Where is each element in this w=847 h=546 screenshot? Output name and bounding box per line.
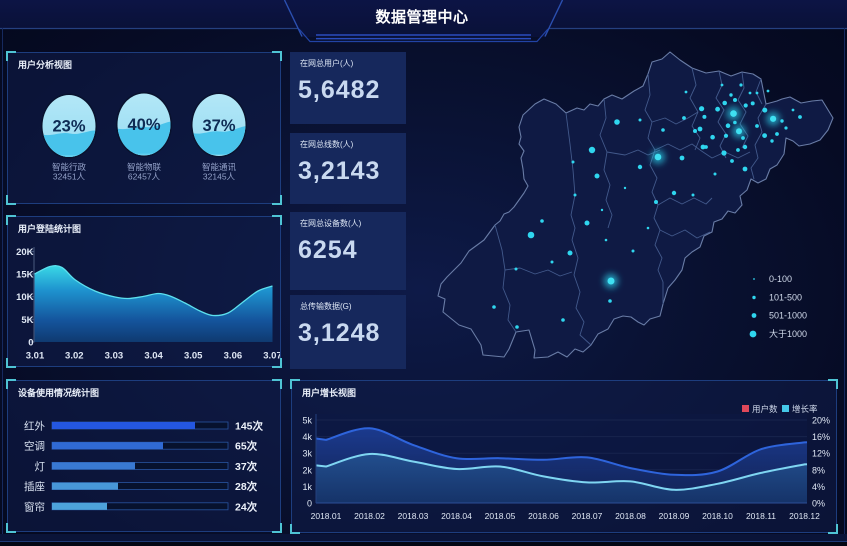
svg-text:2018.02: 2018.02 [354, 511, 385, 521]
svg-text:4k: 4k [302, 432, 312, 442]
svg-text:0: 0 [28, 338, 33, 349]
svg-text:智能通讯: 智能通讯 [202, 162, 237, 172]
svg-text:1k: 1k [302, 482, 312, 492]
svg-text:28次: 28次 [235, 480, 258, 493]
svg-text:0-100: 0-100 [769, 274, 792, 284]
svg-text:灯: 灯 [35, 461, 46, 473]
svg-text:24次: 24次 [235, 500, 258, 513]
svg-text:2018.08: 2018.08 [615, 511, 646, 521]
svg-text:增长率: 增长率 [792, 404, 818, 414]
svg-text:2018.04: 2018.04 [441, 511, 472, 521]
svg-text:空调: 空调 [24, 440, 45, 453]
svg-text:4%: 4% [812, 482, 825, 492]
svg-text:3.04: 3.04 [144, 351, 163, 362]
svg-text:智能物联: 智能物联 [127, 162, 162, 172]
svg-text:大于1000: 大于1000 [769, 328, 807, 339]
svg-text:40%: 40% [127, 116, 160, 134]
svg-text:101-500: 101-500 [769, 293, 802, 303]
svg-text:智能行政: 智能行政 [52, 162, 87, 172]
svg-text:145次: 145次 [235, 420, 264, 433]
svg-text:2018.05: 2018.05 [485, 511, 516, 521]
svg-text:5K: 5K [21, 315, 33, 326]
svg-text:3.05: 3.05 [184, 351, 203, 362]
svg-text:10K: 10K [16, 292, 34, 303]
svg-text:16%: 16% [812, 432, 830, 442]
svg-text:窗帘: 窗帘 [24, 500, 45, 513]
svg-text:8%: 8% [812, 465, 825, 475]
svg-text:65次: 65次 [235, 440, 258, 453]
svg-text:0: 0 [307, 499, 312, 509]
svg-text:62457人: 62457人 [128, 172, 161, 182]
svg-text:插座: 插座 [24, 480, 45, 493]
svg-text:15K: 15K [16, 270, 34, 281]
svg-text:3k: 3k [302, 449, 312, 459]
svg-text:2018.06: 2018.06 [528, 511, 559, 521]
svg-text:2k: 2k [302, 465, 312, 475]
svg-text:2018.11: 2018.11 [746, 511, 776, 521]
svg-text:3.06: 3.06 [224, 351, 243, 362]
svg-text:37%: 37% [202, 117, 235, 135]
svg-text:32145人: 32145人 [203, 172, 236, 182]
svg-text:501-1000: 501-1000 [769, 311, 807, 321]
svg-text:用户数: 用户数 [752, 404, 778, 414]
svg-text:3.03: 3.03 [105, 351, 124, 362]
svg-text:2018.12: 2018.12 [789, 511, 820, 521]
svg-text:12%: 12% [812, 449, 830, 459]
svg-text:红外: 红外 [24, 420, 45, 433]
svg-text:3.07: 3.07 [263, 351, 280, 362]
svg-text:2018.01: 2018.01 [311, 511, 342, 521]
svg-text:20K: 20K [16, 247, 34, 258]
svg-text:20%: 20% [812, 416, 830, 426]
svg-text:5k: 5k [302, 416, 312, 426]
svg-text:23%: 23% [52, 118, 85, 136]
svg-text:数据管理中心: 数据管理中心 [375, 8, 468, 26]
svg-text:32451人: 32451人 [53, 172, 86, 182]
svg-text:3.01: 3.01 [26, 351, 45, 362]
svg-text:37次: 37次 [235, 460, 258, 473]
svg-text:2018.03: 2018.03 [398, 511, 429, 521]
svg-text:2018.10: 2018.10 [702, 511, 733, 521]
svg-text:2018.09: 2018.09 [659, 511, 690, 521]
svg-text:0%: 0% [812, 499, 825, 509]
svg-text:3.02: 3.02 [65, 351, 84, 362]
svg-text:2018.07: 2018.07 [572, 511, 603, 521]
